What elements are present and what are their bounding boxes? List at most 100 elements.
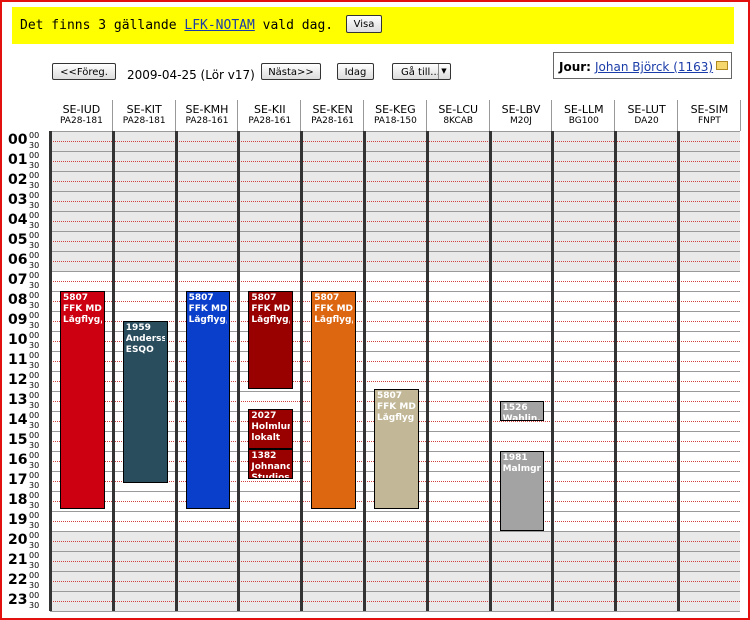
notam-suffix: vald dag. — [254, 18, 334, 33]
booking-text: 5807 — [251, 293, 277, 303]
minute-label: 00 — [29, 411, 40, 420]
minute-label: 30 — [29, 541, 40, 550]
booking-text: 5807 — [314, 293, 340, 303]
half-hour-line — [50, 561, 740, 562]
next-day-button[interactable]: Nästa>> — [261, 63, 321, 80]
booking-text: Lågflyg — [377, 413, 415, 423]
aircraft-reg: SE-SIM — [690, 103, 729, 116]
mail-icon[interactable] — [716, 61, 728, 70]
minute-label: 30 — [29, 481, 40, 490]
hour-label: 10 — [8, 332, 28, 348]
booking-text: 5807 — [377, 391, 403, 401]
aircraft-reg: SE-LLM — [563, 103, 604, 116]
hour-line — [50, 151, 740, 152]
aircraft-header-se-kii[interactable]: SE-KII PA28-161 — [238, 100, 301, 130]
jour-name-link[interactable]: Johan Björck (1163) — [595, 60, 714, 74]
minute-label: 30 — [29, 461, 40, 470]
booking-text: Lågflyg, n — [314, 315, 353, 325]
booking-block[interactable]: 1382JohnanderStudios — [248, 449, 294, 479]
notam-link[interactable]: LFK-NOTAM — [184, 18, 255, 33]
aircraft-header-se-kit[interactable]: SE-KIT PA28-181 — [113, 100, 176, 130]
hour-line — [50, 371, 740, 372]
jour-panel: Jour: Johan Björck (1163) — [553, 52, 732, 79]
aircraft-type: 8KCAB — [443, 116, 474, 126]
minute-label: 00 — [29, 511, 40, 520]
minute-label: 30 — [29, 401, 40, 410]
hour-label: 11 — [8, 352, 28, 368]
minute-label: 30 — [29, 141, 40, 150]
column-separator — [614, 100, 616, 131]
hour-line — [50, 511, 740, 512]
aircraft-header-se-llm[interactable]: SE-LLM BG100 — [552, 100, 615, 130]
column-border — [49, 131, 52, 611]
minute-label: 00 — [29, 171, 40, 180]
aircraft-type: PA28-161 — [248, 116, 292, 126]
hour-line — [50, 531, 740, 532]
minute-label: 00 — [29, 491, 40, 500]
hour-label: 20 — [8, 532, 28, 548]
aircraft-header-se-iud[interactable]: SE-IUD PA28-181 — [50, 100, 113, 130]
hour-label: 07 — [8, 272, 28, 288]
column-separator — [488, 100, 490, 131]
booking-text: Studios — [251, 473, 290, 479]
aircraft-header-se-kmh[interactable]: SE-KMH PA28-161 — [176, 100, 239, 130]
hour-label: 01 — [8, 152, 28, 168]
aircraft-type: BG100 — [568, 116, 599, 126]
booking-text: Andersson — [125, 334, 165, 344]
hour-line — [50, 211, 740, 212]
minute-label: 30 — [29, 301, 40, 310]
hour-line — [50, 351, 740, 352]
column-border — [614, 131, 618, 611]
minute-label: 30 — [29, 261, 40, 270]
goto-label: Gå till... — [401, 67, 440, 78]
minute-label: 00 — [29, 251, 40, 260]
aircraft-header-se-lbv[interactable]: SE-LBV M20J — [490, 100, 553, 130]
hour-label: 18 — [8, 492, 28, 508]
aircraft-header-se-lcu[interactable]: SE-LCU 8KCAB — [427, 100, 490, 130]
column-border — [237, 131, 241, 611]
aircraft-header-se-keg[interactable]: SE-KEG PA18-150 — [364, 100, 427, 130]
hour-label: 06 — [8, 252, 28, 268]
booking-block[interactable]: 2027Holmlund,lokalt — [248, 409, 294, 449]
minute-label: 00 — [29, 291, 40, 300]
hour-label: 13 — [8, 392, 28, 408]
goto-dropdown[interactable]: Gå till... ▼ — [392, 63, 451, 80]
booking-text: 1959 — [125, 323, 151, 333]
hour-line — [50, 611, 740, 612]
chevron-down-icon: ▼ — [438, 64, 449, 79]
minute-label: 00 — [29, 591, 40, 600]
hour-label: 15 — [8, 432, 28, 448]
half-hour-line — [50, 521, 740, 522]
notam-show-button[interactable]: Visa — [346, 15, 382, 33]
prev-day-button[interactable]: <<Föreg. — [52, 63, 116, 80]
booking-block[interactable]: 1981Malmgren, — [499, 451, 545, 531]
half-hour-line — [50, 201, 740, 202]
minute-label: 00 — [29, 471, 40, 480]
half-hour-line — [50, 221, 740, 222]
booking-block[interactable]: 1959AnderssonESQO — [122, 321, 168, 483]
booking-text: Lågflyg, n — [63, 315, 102, 325]
half-hour-line — [50, 281, 740, 282]
current-date-label: 2009-04-25 (Lör v17) — [127, 68, 255, 82]
column-border — [174, 131, 178, 611]
hour-label: 19 — [8, 512, 28, 528]
aircraft-reg: SE-KMH — [185, 103, 229, 116]
half-hour-line — [50, 541, 740, 542]
minute-label: 30 — [29, 521, 40, 530]
column-border — [363, 131, 366, 611]
aircraft-type: PA28-181 — [59, 116, 103, 126]
hour-label: 08 — [8, 292, 28, 308]
aircraft-header-se-lut[interactable]: SE-LUT DA20 — [615, 100, 678, 130]
today-button[interactable]: Idag — [337, 63, 374, 80]
minute-label: 00 — [29, 191, 40, 200]
aircraft-header-se-ken[interactable]: SE-KEN PA28-161 — [301, 100, 364, 130]
booking-text: Holmlund, — [251, 422, 290, 432]
aircraft-header-se-sim[interactable]: SE-SIM FNPT — [678, 100, 741, 130]
booking-text: 1981 — [502, 453, 528, 463]
